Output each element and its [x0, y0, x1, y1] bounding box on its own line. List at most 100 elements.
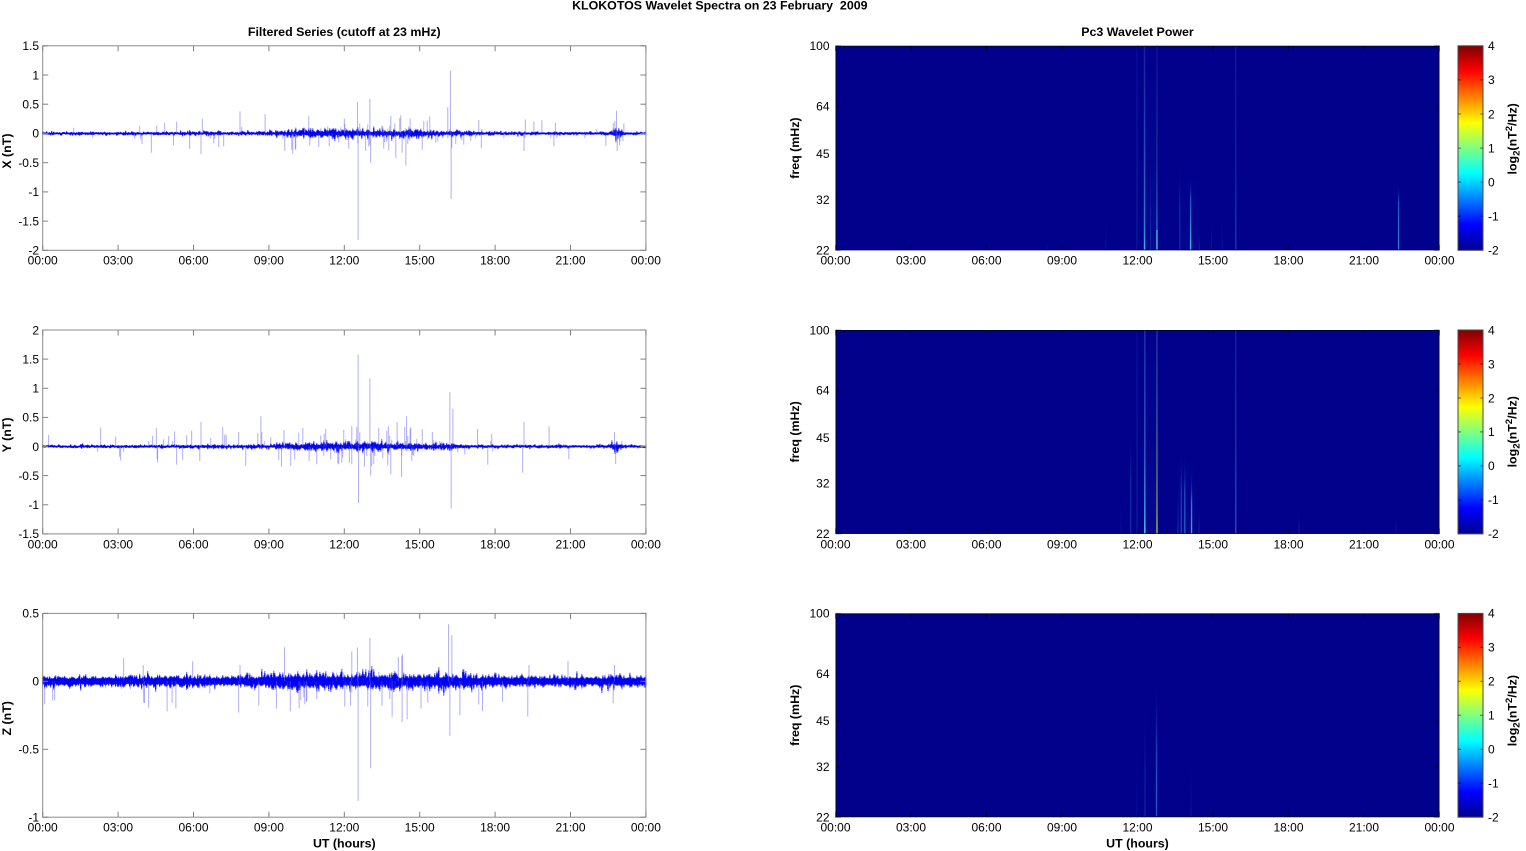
svg-text:0.5: 0.5 [22, 607, 39, 621]
svg-text:45: 45 [816, 147, 830, 161]
svg-text:09:00: 09:00 [254, 821, 284, 835]
svg-text:03:00: 03:00 [896, 537, 926, 551]
svg-text:1: 1 [1488, 425, 1495, 439]
svg-text:03:00: 03:00 [103, 537, 133, 551]
svg-text:03:00: 03:00 [896, 821, 926, 835]
svg-text:12:00: 12:00 [1122, 821, 1152, 835]
svg-text:-0.5: -0.5 [18, 469, 39, 483]
svg-text:Y (nT): Y (nT) [0, 417, 14, 452]
svg-text:21:00: 21:00 [555, 537, 585, 551]
svg-text:1.5: 1.5 [22, 39, 39, 53]
svg-text:18:00: 18:00 [480, 821, 510, 835]
svg-text:15:00: 15:00 [1198, 537, 1228, 551]
svg-text:KLOKOTOS Wavelet Spectra on 23: KLOKOTOS Wavelet Spectra on 23 February … [572, 0, 868, 13]
svg-text:21:00: 21:00 [1349, 254, 1379, 268]
svg-text:-1: -1 [28, 185, 39, 199]
svg-text:UT (hours): UT (hours) [313, 837, 376, 851]
svg-text:18:00: 18:00 [1273, 537, 1303, 551]
svg-text:100: 100 [809, 607, 829, 621]
svg-text:4: 4 [1488, 39, 1495, 53]
svg-text:3: 3 [1488, 641, 1495, 655]
svg-text:06:00: 06:00 [178, 821, 208, 835]
svg-text:06:00: 06:00 [971, 537, 1001, 551]
svg-text:64: 64 [816, 99, 830, 113]
svg-text:-1.5: -1.5 [18, 214, 39, 228]
svg-text:log2(nT2/Hz): log2(nT2/Hz) [1504, 396, 1523, 467]
svg-text:22: 22 [816, 527, 830, 541]
svg-text:64: 64 [816, 667, 830, 681]
svg-text:freq (mHz): freq (mHz) [788, 117, 802, 178]
svg-text:1: 1 [32, 68, 39, 82]
svg-text:-1.5: -1.5 [18, 527, 39, 541]
svg-text:UT (hours): UT (hours) [1106, 837, 1169, 851]
svg-text:-1: -1 [1488, 777, 1499, 791]
svg-text:06:00: 06:00 [178, 537, 208, 551]
svg-text:32: 32 [816, 193, 830, 207]
svg-text:06:00: 06:00 [971, 821, 1001, 835]
svg-text:21:00: 21:00 [1349, 821, 1379, 835]
svg-text:32: 32 [816, 477, 830, 491]
svg-text:100: 100 [809, 39, 829, 53]
svg-text:00:00: 00:00 [1424, 821, 1454, 835]
svg-text:2: 2 [1488, 107, 1495, 121]
svg-text:22: 22 [816, 811, 830, 825]
svg-text:00:00: 00:00 [28, 821, 58, 835]
svg-text:1: 1 [32, 382, 39, 396]
svg-text:09:00: 09:00 [1047, 821, 1077, 835]
svg-text:03:00: 03:00 [896, 254, 926, 268]
svg-text:18:00: 18:00 [1273, 821, 1303, 835]
svg-text:00:00: 00:00 [28, 254, 58, 268]
svg-text:12:00: 12:00 [329, 821, 359, 835]
svg-text:1: 1 [1488, 141, 1495, 155]
svg-text:64: 64 [816, 383, 830, 397]
svg-text:00:00: 00:00 [1424, 254, 1454, 268]
svg-text:0: 0 [1488, 459, 1495, 473]
svg-text:09:00: 09:00 [254, 254, 284, 268]
svg-text:09:00: 09:00 [1047, 537, 1077, 551]
svg-text:Z (nT): Z (nT) [0, 701, 14, 735]
svg-text:12:00: 12:00 [1122, 254, 1152, 268]
svg-text:Pc3 Wavelet Power: Pc3 Wavelet Power [1081, 25, 1194, 39]
svg-text:21:00: 21:00 [555, 821, 585, 835]
svg-text:09:00: 09:00 [254, 537, 284, 551]
svg-text:-1: -1 [1488, 493, 1499, 507]
svg-text:45: 45 [816, 714, 830, 728]
svg-text:32: 32 [816, 760, 830, 774]
svg-text:00:00: 00:00 [820, 254, 850, 268]
svg-text:12:00: 12:00 [1122, 537, 1152, 551]
svg-text:21:00: 21:00 [555, 254, 585, 268]
svg-text:06:00: 06:00 [178, 254, 208, 268]
svg-text:00:00: 00:00 [631, 537, 661, 551]
svg-text:log2(nT2/Hz): log2(nT2/Hz) [1504, 103, 1523, 174]
svg-text:12:00: 12:00 [329, 537, 359, 551]
svg-text:45: 45 [816, 431, 830, 445]
svg-text:-2: -2 [28, 244, 39, 258]
svg-text:2: 2 [1488, 675, 1495, 689]
svg-text:22: 22 [816, 244, 830, 258]
svg-text:03:00: 03:00 [103, 254, 133, 268]
svg-text:21:00: 21:00 [1349, 537, 1379, 551]
svg-text:00:00: 00:00 [631, 254, 661, 268]
svg-text:06:00: 06:00 [971, 254, 1001, 268]
svg-text:4: 4 [1488, 607, 1495, 621]
svg-text:00:00: 00:00 [820, 537, 850, 551]
svg-text:-1: -1 [28, 498, 39, 512]
svg-text:15:00: 15:00 [405, 821, 435, 835]
svg-text:-0.5: -0.5 [18, 156, 39, 170]
svg-text:00:00: 00:00 [820, 821, 850, 835]
svg-text:-2: -2 [1488, 527, 1499, 541]
svg-text:3: 3 [1488, 357, 1495, 371]
svg-text:-0.5: -0.5 [18, 743, 39, 757]
svg-text:-2: -2 [1488, 811, 1499, 825]
svg-text:0.5: 0.5 [22, 98, 39, 112]
svg-text:00:00: 00:00 [28, 537, 58, 551]
svg-text:-1: -1 [1488, 210, 1499, 224]
svg-text:15:00: 15:00 [1198, 254, 1228, 268]
svg-text:0: 0 [32, 440, 39, 454]
svg-text:0: 0 [32, 675, 39, 689]
svg-text:Filtered Series (cutoff at 23: Filtered Series (cutoff at 23 mHz) [248, 25, 441, 39]
svg-text:2: 2 [32, 323, 39, 337]
svg-text:00:00: 00:00 [631, 821, 661, 835]
svg-text:0.5: 0.5 [22, 411, 39, 425]
svg-text:18:00: 18:00 [1273, 254, 1303, 268]
